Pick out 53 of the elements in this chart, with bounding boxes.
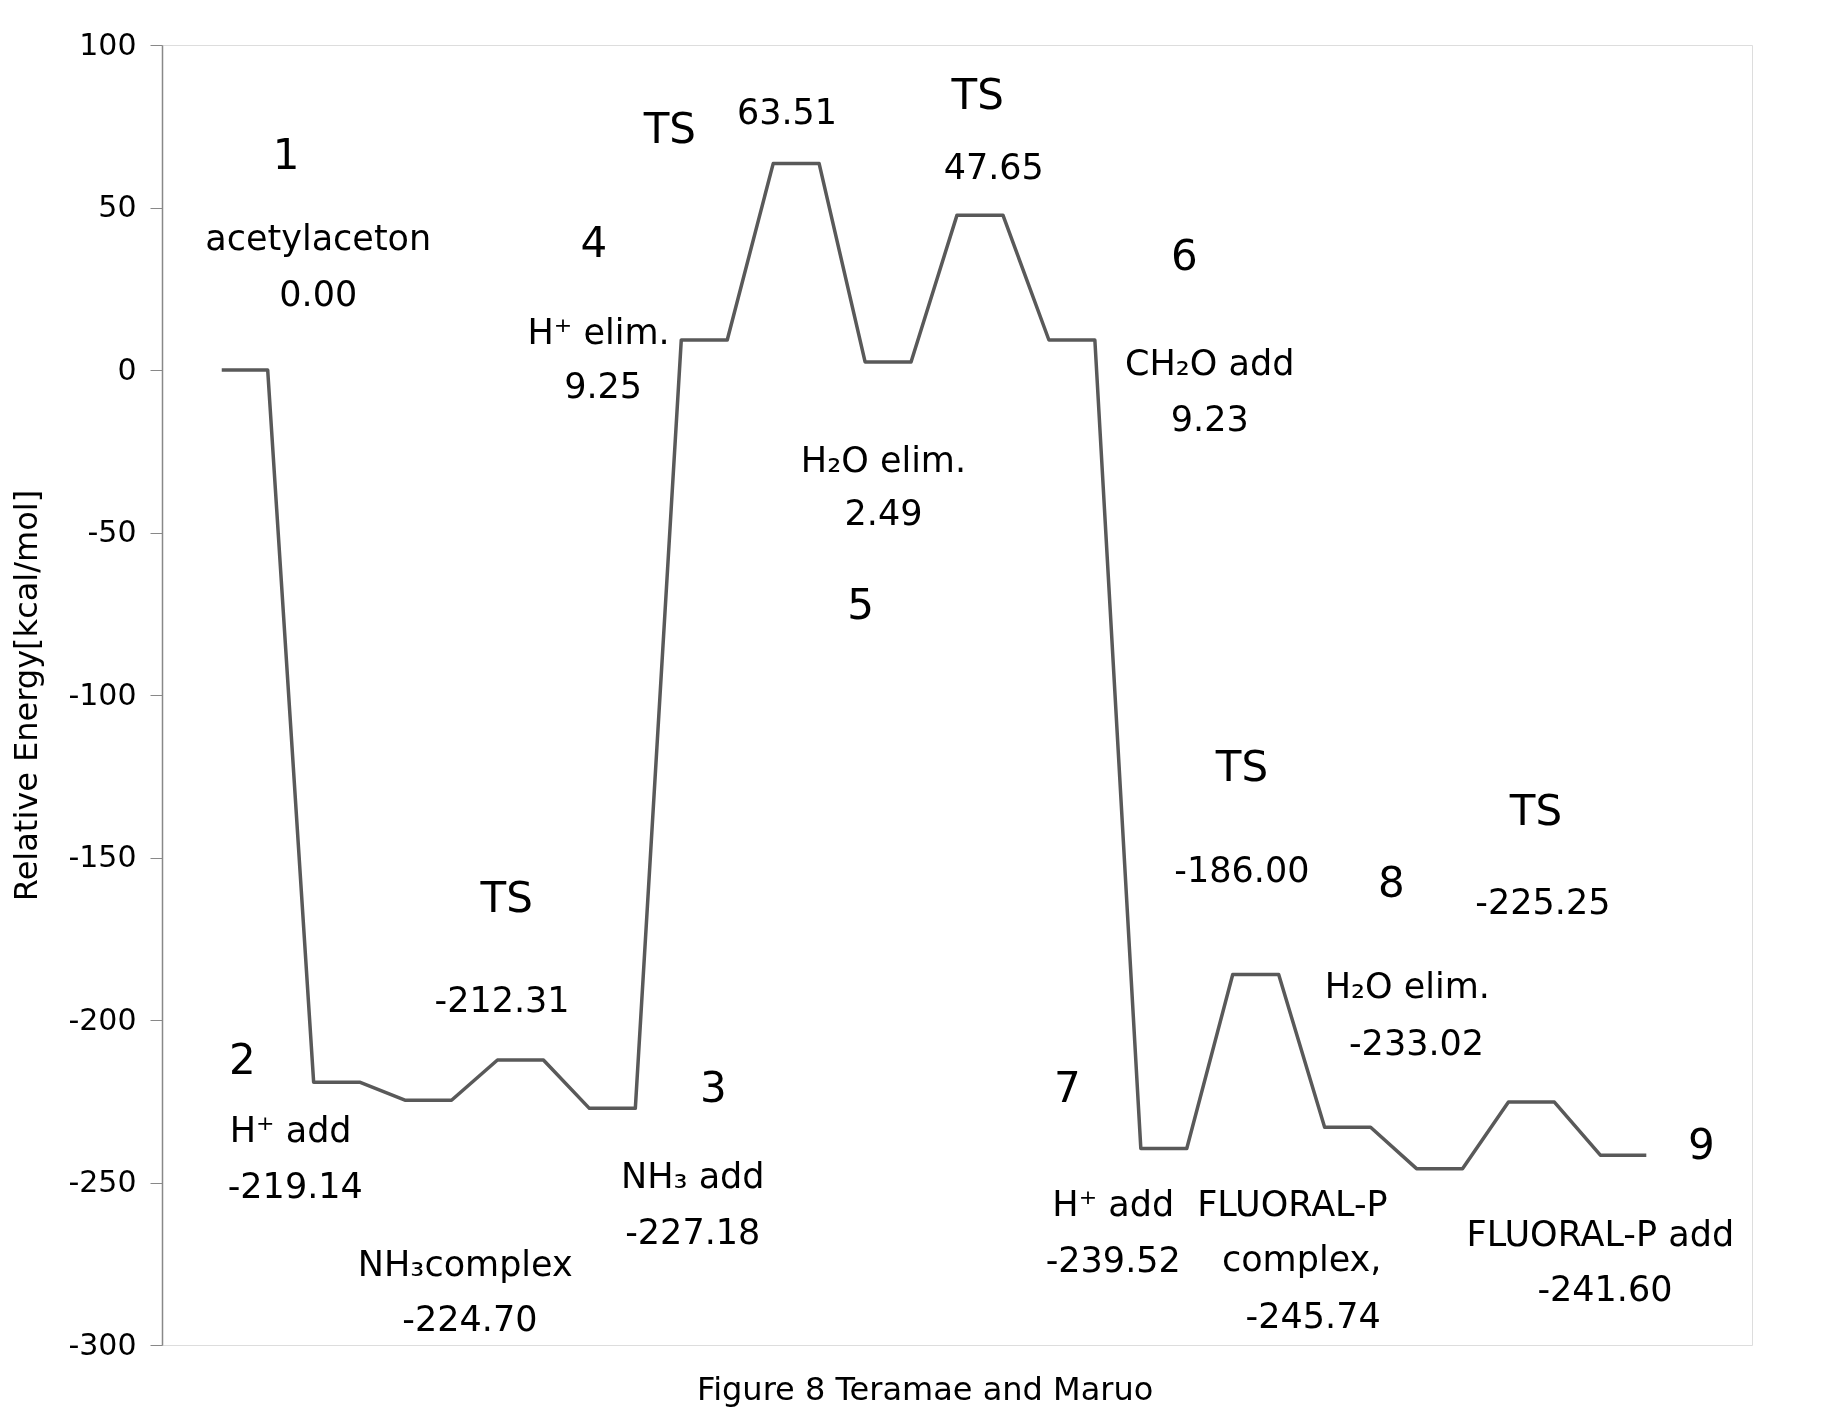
y-tick-label: -50 <box>87 514 137 549</box>
annotation: 2.49 <box>844 492 923 533</box>
annotation: H₂O elim. <box>800 440 967 481</box>
annotation: -241.60 <box>1537 1269 1673 1310</box>
annotation: 63.51 <box>736 92 838 133</box>
annotation: complex, <box>1221 1238 1382 1279</box>
annotation: acetylaceton <box>205 218 432 259</box>
annotation: -233.02 <box>1348 1022 1485 1063</box>
annotation: H⁺ add <box>1052 1184 1175 1225</box>
y-tick-label: 0 <box>117 351 137 387</box>
y-tick-label: 50 <box>98 189 137 224</box>
annotation: 1 <box>272 130 300 180</box>
caption: Figure 8 Teramae and Maruo <box>697 1370 1154 1408</box>
annotation: H⁺ elim. <box>527 311 670 352</box>
annotation: -224.70 <box>402 1298 538 1339</box>
annotation: NH₃complex <box>357 1244 573 1285</box>
annotation: H₂O elim. <box>1324 965 1490 1006</box>
annotation: -239.52 <box>1045 1239 1181 1280</box>
annotation: 3 <box>700 1063 727 1113</box>
annotation: H⁺ add <box>229 1110 352 1151</box>
annotation: -227.18 <box>625 1211 761 1252</box>
annotation: -212.31 <box>434 979 570 1020</box>
annotation: 6 <box>1171 230 1198 280</box>
y-tick-label: -150 <box>68 839 137 874</box>
annotation: -225.25 <box>1475 881 1611 922</box>
annotation: FLUORAL-P add <box>1466 1213 1735 1254</box>
annotation: TS <box>479 873 533 923</box>
annotation: 7 <box>1053 1063 1081 1113</box>
annotation: NH₃ add <box>620 1155 765 1196</box>
annotation: 5 <box>847 579 874 629</box>
annotation: TS <box>642 104 696 154</box>
annotation: TS <box>1508 785 1563 835</box>
y-tick-label: -200 <box>68 1001 137 1037</box>
annotation: 8 <box>1377 858 1405 908</box>
annotation: -245.74 <box>1245 1295 1381 1336</box>
annotation: 2 <box>229 1034 256 1084</box>
annotation: 9.25 <box>564 366 643 407</box>
annotation: 9.23 <box>1170 399 1249 440</box>
y-tick-label: 100 <box>79 26 137 62</box>
text: 9 <box>1688 1120 1715 1170</box>
annotation: TS <box>1214 742 1269 792</box>
annotation: 4 <box>580 217 608 267</box>
annotation: FLUORAL-P <box>1197 1184 1388 1225</box>
annotation: 0.00 <box>279 274 358 315</box>
annotation: TS <box>950 70 1004 120</box>
y-tick-label: -100 <box>68 676 137 712</box>
annotation: -219.14 <box>227 1166 363 1207</box>
y-tick-label: -250 <box>68 1164 137 1199</box>
y-tick-label: -300 <box>68 1326 137 1362</box>
y-axis-title: Relative Energy[kcal/mol] <box>7 489 46 902</box>
annotation: CH₂O add <box>1125 343 1295 384</box>
annotation: -186.00 <box>1174 849 1310 890</box>
annotation: 47.65 <box>943 146 1044 187</box>
